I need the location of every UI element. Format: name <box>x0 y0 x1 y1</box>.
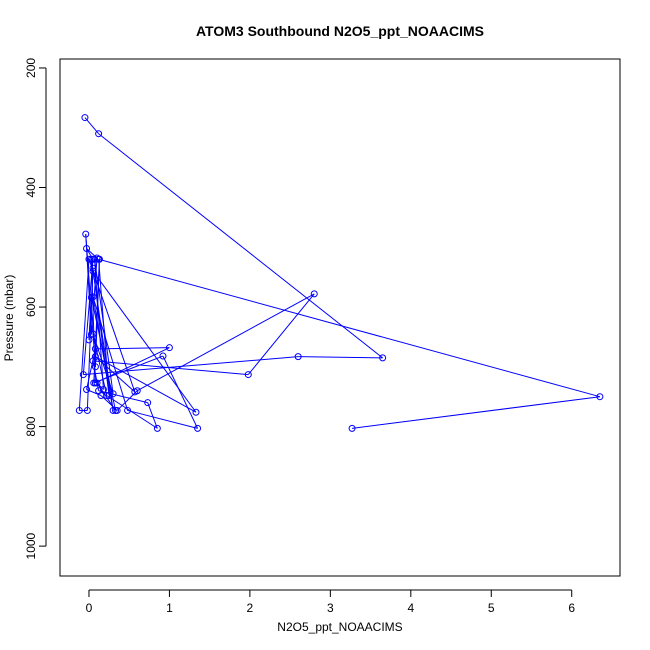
data-point <box>99 386 107 394</box>
data-point <box>105 391 113 399</box>
data-point <box>81 114 89 122</box>
data-point <box>244 371 252 379</box>
series-segment <box>98 259 110 396</box>
series-segment <box>92 360 249 376</box>
x-tick-label: 6 <box>568 601 575 615</box>
series-segment <box>127 409 198 429</box>
data-point <box>95 387 103 395</box>
series-segment <box>106 395 158 429</box>
data-point <box>109 390 117 398</box>
x-tick-label: 3 <box>327 601 334 615</box>
data-point <box>192 408 200 416</box>
series-segment <box>92 333 108 396</box>
data-point <box>109 406 117 414</box>
data-point <box>91 353 99 361</box>
data-point <box>87 255 95 263</box>
data-point <box>83 406 91 414</box>
data-point <box>103 391 111 399</box>
chart-title: ATOM3 Southbound N2O5_ppt_NOAACIMS <box>196 23 484 39</box>
series-segment <box>88 259 136 393</box>
data-point <box>348 424 356 432</box>
series-segment <box>147 402 158 429</box>
series-segment <box>298 356 383 359</box>
x-tick-label: 0 <box>86 601 93 615</box>
x-tick-label: 2 <box>247 601 254 615</box>
y-tick-label: 800 <box>24 416 38 436</box>
series-segment <box>98 133 383 359</box>
series-segment <box>137 293 315 392</box>
x-tick-label: 1 <box>166 601 173 615</box>
series-segment <box>95 356 197 413</box>
series-segment <box>78 259 90 411</box>
data-point <box>124 406 132 414</box>
series-segment <box>95 347 170 350</box>
x-axis: 0 1 2 3 4 5 6 <box>86 589 575 615</box>
data-point <box>85 255 93 263</box>
data-point <box>83 244 91 252</box>
data-point <box>89 264 97 272</box>
series-segment <box>162 355 199 429</box>
data-point <box>159 352 167 360</box>
x-tick-label: 5 <box>488 601 495 615</box>
data-point <box>153 424 161 432</box>
data-point <box>95 130 103 138</box>
data-point <box>294 353 302 361</box>
data-point <box>93 379 101 387</box>
series-points <box>75 114 604 432</box>
y-tick-label: 600 <box>24 297 38 317</box>
data-point <box>112 406 120 414</box>
data-point <box>379 354 387 362</box>
plot-frame <box>59 58 621 577</box>
series-segment <box>92 268 110 396</box>
data-point <box>131 388 139 396</box>
data-point <box>165 344 173 352</box>
data-point <box>596 393 604 401</box>
data-point <box>85 336 93 344</box>
data-point <box>87 293 95 301</box>
y-axis: 200 400 600 800 1000 <box>24 58 47 559</box>
y-tick-label: 1000 <box>24 532 38 559</box>
data-point <box>89 330 97 338</box>
data-point <box>75 406 83 414</box>
y-axis-label: Pressure (mbar) <box>2 275 16 362</box>
data-point <box>91 363 99 371</box>
data-point <box>194 424 202 432</box>
y-tick-label: 200 <box>24 58 38 78</box>
data-point <box>79 371 87 379</box>
series-segment <box>84 117 100 135</box>
data-point <box>310 290 318 298</box>
series-segment <box>92 270 197 413</box>
data-point <box>91 345 99 353</box>
series-segment <box>116 390 138 411</box>
y-tick-label: 400 <box>24 177 38 197</box>
data-point <box>83 386 91 394</box>
series-segment <box>95 356 136 393</box>
series-segment <box>82 259 94 375</box>
x-axis-label: N2O5_ppt_NOAACIMS <box>277 620 402 634</box>
x-tick-label: 4 <box>407 601 414 615</box>
data-point <box>82 230 90 238</box>
data-point <box>144 399 152 407</box>
data-point <box>95 255 103 263</box>
series-segment <box>247 293 315 375</box>
series-segment <box>98 258 601 398</box>
series-segment <box>352 396 600 429</box>
data-point <box>89 267 97 275</box>
series-lines <box>78 117 601 429</box>
